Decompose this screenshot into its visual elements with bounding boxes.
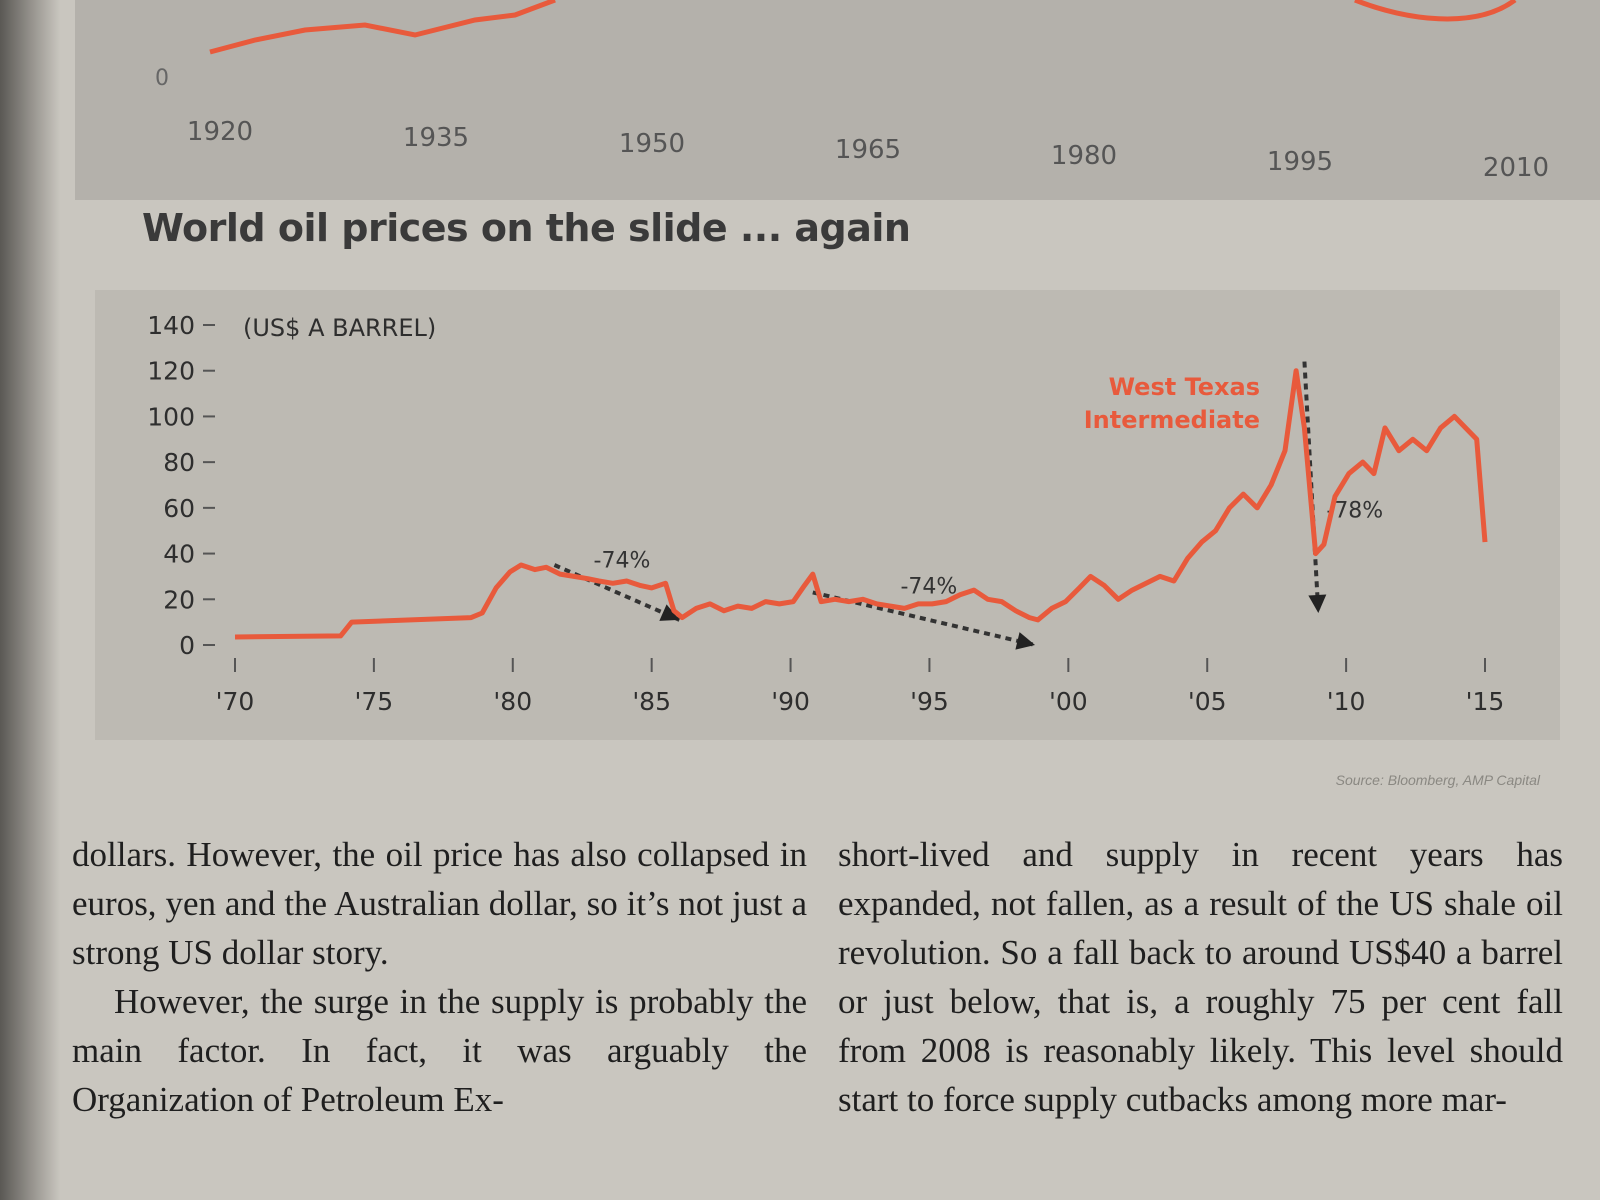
article-column-left: dollars. However, the oil price has also…: [72, 830, 807, 1124]
y-tick-label: 20: [163, 585, 195, 614]
previous-x-tick-label: 1965: [835, 135, 901, 165]
x-tick-label: '00: [1049, 687, 1088, 716]
previous-chart-line-right: [1354, 0, 1517, 22]
x-tick-label: '15: [1466, 687, 1505, 716]
y-tick-label: 60: [163, 494, 195, 523]
chart-title: World oil prices on the slide ... again: [142, 206, 911, 250]
x-tick-label: '85: [632, 687, 671, 716]
y-tick-label: 80: [163, 448, 195, 477]
previous-x-tick-label: 1980: [1051, 141, 1117, 171]
previous-x-tick-label: 1935: [403, 123, 469, 153]
x-tick-label: '75: [355, 687, 394, 716]
x-tick-label: '70: [216, 687, 255, 716]
article-column-right: short-lived and supply in recent years h…: [838, 830, 1563, 1124]
y-tick-label: 100: [147, 402, 195, 431]
x-tick-label: '80: [493, 687, 532, 716]
page-binding-shadow: [0, 0, 60, 1200]
series-line-wti: [234, 368, 1488, 640]
y-tick-label: 40: [163, 540, 195, 569]
y-axis-label: (US$ A BARREL): [243, 314, 436, 342]
article-paragraph: short-lived and supply in recent years h…: [838, 835, 1563, 1119]
y-tick-label: 140: [147, 311, 195, 340]
y-tick-label: 120: [147, 357, 195, 386]
chart-panel: (US$ A BARREL) 0 20 40 60 80 100 120 140 '70 '75…: [95, 290, 1560, 740]
previous-x-tick-label: 2010: [1483, 153, 1549, 183]
previous-x-tick-label: 1950: [619, 129, 685, 159]
previous-chart-strip: 1920 1935 1950 1965 1980 1995 2010 0: [75, 0, 1600, 200]
legend-wti-line1: West Texas: [1109, 373, 1260, 401]
y-tick-label: 0: [179, 631, 195, 660]
annotation-label: -74%: [594, 548, 651, 573]
oil-price-chart: (US$ A BARREL) 0 20 40 60 80 100 120 140 '70 '75…: [147, 311, 1505, 716]
article-paragraph: dollars. However, the oil price has also…: [72, 835, 807, 972]
previous-x-tick-label: 1920: [187, 117, 253, 147]
annotation-arrowhead: [659, 604, 680, 621]
x-tick-label: '90: [771, 687, 810, 716]
previous-chart: 1920 1935 1950 1965 1980 1995 2010 0: [155, 0, 1549, 183]
previous-x-tick-label: 1995: [1267, 147, 1333, 177]
x-tick-label: '10: [1327, 687, 1366, 716]
annotation-label: -74%: [900, 575, 957, 600]
x-tick-label: '95: [910, 687, 949, 716]
previous-y-tick-label: 0: [155, 66, 169, 91]
x-tick-label: '05: [1188, 687, 1227, 716]
source-note: Source: Bloomberg, AMP Capital: [1335, 772, 1540, 788]
annotation-arrowhead: [1015, 632, 1035, 650]
legend-wti-line2: Intermediate: [1084, 406, 1260, 434]
article-paragraph: However, the surge in the supply is prob…: [72, 982, 807, 1119]
previous-chart-line-left: [209, 0, 556, 55]
annotation-arrowhead: [1308, 594, 1327, 613]
